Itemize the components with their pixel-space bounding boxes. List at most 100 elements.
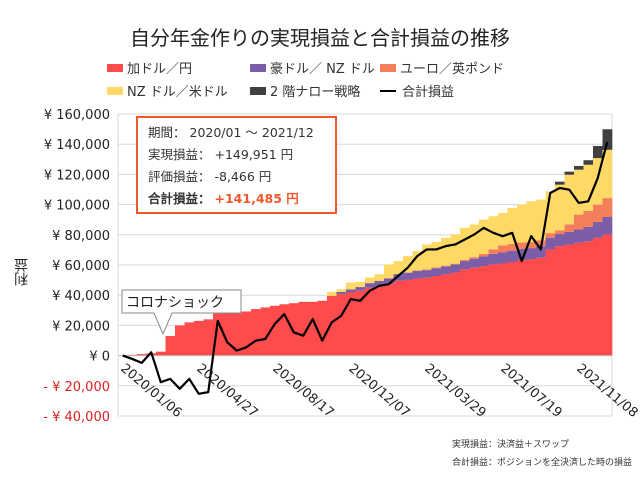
bar-0 xyxy=(327,295,337,356)
legend-label: NZ ドル／米ドル xyxy=(127,85,228,100)
annotation-text: コロナショック xyxy=(126,295,224,311)
y-tick-label: - ¥ 20,000 xyxy=(43,380,110,395)
bar-0 xyxy=(251,309,261,356)
bar-1 xyxy=(450,264,461,273)
annotation-callout xyxy=(121,289,242,336)
bar-2 xyxy=(469,257,480,259)
y-tick-label: ¥ 120,000 xyxy=(44,168,110,183)
legend-label: 加ドル／円 xyxy=(127,62,193,77)
bar-0 xyxy=(374,286,385,356)
bar-0 xyxy=(564,244,575,356)
bar-3 xyxy=(450,234,461,264)
x-tick-label: 2021/11/08 xyxy=(573,361,640,421)
bar-1 xyxy=(374,280,385,287)
bar-2 xyxy=(526,242,537,249)
total-value: +141,485 円 xyxy=(214,191,299,206)
bar-0 xyxy=(422,277,432,356)
legend-swatch xyxy=(250,86,266,95)
bar-1 xyxy=(403,272,413,280)
bar-0 xyxy=(574,242,584,356)
bar-0 xyxy=(536,257,546,356)
y-tick-label: ¥ 100,000 xyxy=(44,199,110,214)
x-tick-label: 2021/07/19 xyxy=(497,361,564,421)
bar-0 xyxy=(403,279,413,356)
legend-label: 2 階ナロー戦略 xyxy=(270,85,361,100)
bar-1 xyxy=(488,253,499,265)
bar-3 xyxy=(507,207,518,245)
bar-2 xyxy=(450,263,461,265)
bar-0 xyxy=(165,335,176,356)
bar-3 xyxy=(403,256,413,273)
bar-0 xyxy=(384,284,394,356)
bar-3 xyxy=(374,274,385,281)
bar-3 xyxy=(422,244,432,270)
bar-1 xyxy=(384,278,394,285)
x-tick-label: 2021/03/29 xyxy=(421,361,488,421)
bar-1 xyxy=(412,271,423,279)
bar-4 xyxy=(574,165,584,170)
bar-2 xyxy=(564,224,575,232)
bar-1 xyxy=(536,246,546,258)
bar-1 xyxy=(583,226,594,242)
x-tick-label: 2020/12/07 xyxy=(345,361,412,421)
bar-1 xyxy=(555,234,565,247)
bar-1 xyxy=(460,261,470,270)
bar-0 xyxy=(412,278,423,356)
bar-0 xyxy=(431,276,442,356)
bar-0 xyxy=(555,246,565,356)
bar-2 xyxy=(479,253,489,257)
bar-2 xyxy=(412,270,423,272)
bar-0 xyxy=(222,311,233,356)
bar-3 xyxy=(460,227,470,260)
bar-2 xyxy=(431,267,442,269)
bar-1 xyxy=(545,237,556,250)
bar-2 xyxy=(422,269,432,271)
bar-3 xyxy=(545,191,556,234)
bar-0 xyxy=(317,300,328,356)
bar-1 xyxy=(393,274,404,281)
footnote: 実現損益：決済益＋スワップ xyxy=(451,440,569,450)
bar-1 xyxy=(336,291,347,295)
legend-swatch xyxy=(107,86,123,95)
bar-3 xyxy=(517,204,527,243)
legend-label: 豪ドル／ NZ ドル xyxy=(270,62,375,77)
footnotes: 実現損益：決済益＋スワップ 合計損益：ポジションを全決済した時の損益 xyxy=(452,436,632,472)
legend-item: 豪ドル／ NZ ドル xyxy=(250,58,375,77)
bar-3 xyxy=(536,199,546,241)
bar-0 xyxy=(545,249,556,356)
legend-item: 2 階ナロー戦略 xyxy=(250,81,360,100)
bar-0 xyxy=(602,234,613,356)
realized-label: 実現損益： xyxy=(148,147,211,162)
total-label: 合計損益： xyxy=(148,191,211,206)
bar-3 xyxy=(574,169,584,215)
bar-0 xyxy=(308,301,318,356)
bar-3 xyxy=(526,201,537,243)
bar-0 xyxy=(184,322,195,356)
bar-3 xyxy=(412,251,423,271)
bar-1 xyxy=(593,221,603,238)
bar-0 xyxy=(507,261,518,356)
unrealized-value: -8,466 円 xyxy=(214,169,272,184)
bar-0 xyxy=(526,259,537,356)
bar-1 xyxy=(517,248,527,261)
bar-0 xyxy=(279,304,290,356)
bar-0 xyxy=(460,269,470,356)
bar-1 xyxy=(355,287,366,291)
bar-1 xyxy=(365,283,375,288)
realized-value: +149,951 円 xyxy=(214,147,294,162)
bar-0 xyxy=(355,290,366,356)
bar-3 xyxy=(593,158,603,205)
bar-0 xyxy=(346,292,356,356)
legend-label: 合計損益 xyxy=(402,85,455,100)
y-tick-label: ¥ 40,000 xyxy=(52,289,110,304)
y-tick-label: ¥ 160,000 xyxy=(44,108,110,123)
bar-2 xyxy=(545,233,556,238)
y-tick-label: ¥ 20,000 xyxy=(52,319,110,334)
bar-4 xyxy=(583,160,594,165)
bar-0 xyxy=(393,280,404,356)
unrealized-label: 評価損益： xyxy=(148,169,211,184)
bar-4 xyxy=(602,129,613,150)
footnote: 合計損益：ポジションを全決済した時の損益 xyxy=(451,458,632,468)
bar-2 xyxy=(517,242,527,249)
